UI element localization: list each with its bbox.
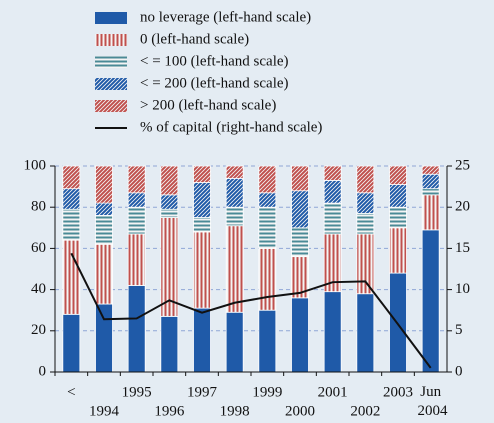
legend-label: > 200 (left-hand scale) xyxy=(140,97,276,113)
bar-segment xyxy=(127,285,146,373)
y-tick-label: 0 xyxy=(39,363,47,379)
y2-tick-label: 5 xyxy=(455,322,463,338)
x-tick-label: 2001 xyxy=(318,384,348,400)
bar-segment xyxy=(291,190,309,229)
bar-segment xyxy=(225,311,244,373)
bar-segment xyxy=(356,293,375,373)
bar-segment xyxy=(160,194,179,210)
bar-segment xyxy=(225,225,244,313)
bar-segment xyxy=(389,206,407,229)
bar-segment xyxy=(62,188,81,210)
bar-segment xyxy=(258,206,277,249)
bar-segment xyxy=(127,165,146,194)
bar-segment xyxy=(193,217,211,233)
y-tick-label: 100 xyxy=(24,157,47,173)
x-tick-label: 1997 xyxy=(187,384,218,400)
bar-segment xyxy=(356,192,375,214)
legend-label: < = 100 (left-hand scale) xyxy=(140,53,289,69)
bar-segment xyxy=(291,165,309,192)
x-tick-label: 1995 xyxy=(122,384,152,400)
bar-segment xyxy=(127,233,146,286)
bar-segment xyxy=(389,165,407,185)
bar-segment xyxy=(127,192,146,208)
bar-segment xyxy=(356,233,375,295)
bar-segment xyxy=(323,202,342,235)
legend-swatch xyxy=(95,100,127,112)
y2-tick-label: 15 xyxy=(455,240,470,256)
bar-segment xyxy=(421,229,440,373)
y2-tick-label: 10 xyxy=(455,281,470,297)
bar-segment xyxy=(323,165,342,181)
bar-segment xyxy=(160,315,179,373)
y-tick-label: 40 xyxy=(31,281,46,297)
bar-segment xyxy=(160,208,179,218)
bar-segment xyxy=(62,165,81,190)
bar-segment xyxy=(258,247,277,311)
bar-segment xyxy=(95,202,113,216)
y2-tick-label: 25 xyxy=(455,157,470,173)
x-tick-label: 1998 xyxy=(220,403,250,419)
x-tick-label: 2002 xyxy=(350,403,380,419)
y2-tick-label: 20 xyxy=(455,199,470,215)
x-tick-label: 2000 xyxy=(285,403,315,419)
bar-segment xyxy=(225,177,244,208)
bar-segment xyxy=(356,165,375,194)
bar-segment xyxy=(291,297,309,373)
legend-swatch xyxy=(95,78,127,90)
bar-segment xyxy=(291,227,309,258)
x-tick-label: 1996 xyxy=(154,403,185,419)
legend-label: % of capital (right-hand scale) xyxy=(140,119,322,135)
bar-segment xyxy=(62,313,81,373)
bar-segment xyxy=(421,173,440,190)
y-tick-label: 20 xyxy=(31,322,46,338)
x-tick-label: 2003 xyxy=(383,384,413,400)
bar-segment xyxy=(389,227,407,274)
bar-segment xyxy=(356,212,375,235)
bar-segment xyxy=(258,192,277,208)
bar-segment xyxy=(323,291,342,373)
bar-segment xyxy=(127,206,146,235)
x-tick-label: 1999 xyxy=(252,384,282,400)
legend-swatch xyxy=(95,34,127,46)
bar-segment xyxy=(258,309,277,373)
bar-segment xyxy=(193,182,211,218)
bar-segment xyxy=(225,165,244,179)
legend-label: no leverage (left-hand scale) xyxy=(140,9,311,25)
legend-swatch xyxy=(95,56,127,68)
legend-label: < = 200 (left-hand scale) xyxy=(140,75,289,91)
y-tick-label: 60 xyxy=(31,240,46,256)
bar-segment xyxy=(95,215,113,245)
bar-segment xyxy=(421,165,440,175)
bar-segment xyxy=(62,239,81,315)
bar-segment xyxy=(95,303,113,373)
bar-segment xyxy=(193,231,211,309)
legend-swatch xyxy=(95,12,127,24)
bar-segment xyxy=(389,184,407,208)
x-tick-label: 1994 xyxy=(89,403,120,419)
bar-segment xyxy=(193,165,211,183)
y-tick-label: 80 xyxy=(31,199,46,215)
y2-tick-label: 0 xyxy=(455,363,463,379)
bar-segment xyxy=(95,165,113,204)
bar-segment xyxy=(95,243,113,305)
bar-segment xyxy=(421,188,440,196)
bar-segment xyxy=(193,307,211,373)
bar-segment xyxy=(160,165,179,196)
bar-segment xyxy=(258,165,277,194)
bar-segment xyxy=(225,206,244,227)
bar-segment xyxy=(323,180,342,204)
bar-segment xyxy=(421,194,440,231)
x-tick-label: < xyxy=(67,384,75,400)
bar-segment xyxy=(62,208,81,241)
legend-label: 0 (left-hand scale) xyxy=(140,31,249,47)
line-series xyxy=(70,252,432,369)
x-tick-label: Jun 2004 xyxy=(414,384,448,419)
